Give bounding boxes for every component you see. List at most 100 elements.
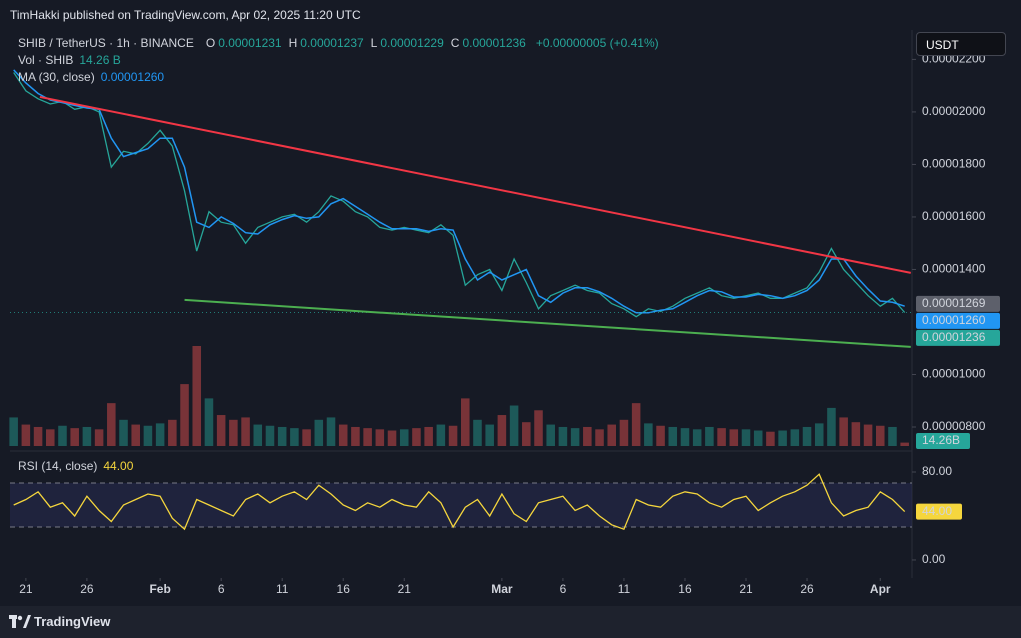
volume-bar [705, 426, 714, 446]
symbol: SHIB / TetherUS · 1h · BINANCE [18, 36, 194, 50]
volume-bar [21, 424, 31, 446]
volume-bar [497, 415, 507, 446]
volume-bar [436, 424, 446, 446]
ohlc-key: C [450, 36, 460, 50]
brand: TradingView [34, 614, 111, 629]
price-tag [916, 312, 1000, 329]
volume-bar [814, 423, 824, 446]
volume-bar [94, 429, 104, 446]
background [0, 0, 1021, 606]
ohlc-key: O [205, 36, 216, 50]
volume-bar [778, 430, 787, 446]
volume-bar [204, 398, 214, 446]
rsi-name: RSI (14, close) [18, 459, 98, 473]
volume-bar [888, 426, 897, 446]
price-tag-label: 0.00001236 [922, 330, 986, 344]
volume-bar [802, 426, 812, 446]
price-line [13, 72, 906, 318]
price-tag [916, 295, 1000, 312]
volume-bar [839, 417, 848, 446]
volume-bar [46, 429, 55, 446]
currency-button[interactable]: USDT [916, 32, 1006, 56]
x-tick-label: 26 [80, 582, 94, 596]
volume-bar [607, 424, 617, 446]
ma-name: MA (30, close) [18, 70, 95, 84]
volume-bar [668, 426, 678, 446]
price-tag [916, 329, 1000, 346]
y-tick-label: 0.00001400 [922, 262, 986, 276]
volume-bar [155, 423, 165, 446]
volume-bar [717, 428, 726, 446]
volume-bar [534, 410, 543, 446]
volume-bar [9, 417, 18, 446]
x-tick-label: 16 [337, 582, 351, 596]
volume-bar [827, 407, 836, 446]
ohlc-key: L [370, 36, 378, 50]
footer: TradingView [0, 606, 1021, 638]
volume-bar [509, 405, 519, 446]
volume-bar [168, 419, 177, 446]
y-tick-label: 0.00001800 [922, 157, 986, 171]
rsi-band [10, 483, 912, 527]
volume-bar [461, 398, 470, 446]
volume-bar [558, 426, 568, 446]
x-tick-label: Feb [149, 582, 170, 596]
volume-bar [399, 429, 409, 446]
y-tick-label: 0.00001600 [922, 209, 986, 223]
volume-legend: Vol · SHIB 14.26 B [18, 53, 121, 67]
volume-tag-label: 14.26B [922, 433, 960, 447]
x-tick-label: 11 [618, 582, 631, 596]
volume-bar [131, 424, 140, 446]
volume-bar [241, 417, 250, 446]
volume-bar [338, 424, 348, 446]
volume-bar [851, 422, 861, 446]
volume-bar [82, 426, 92, 446]
rsi-y-tick-label: 80.00 [922, 464, 952, 478]
volume-bar [229, 419, 238, 446]
y-tick-label: 0.00000800 [922, 419, 986, 433]
symbol-legend: SHIB / TetherUS · 1h · BINANCE O 0.000012… [18, 36, 659, 50]
price-pane [13, 69, 906, 318]
volume-bar [119, 419, 128, 446]
volume-bar [387, 430, 397, 446]
volume-bar [412, 428, 421, 446]
volume-bar [753, 430, 763, 446]
volume-bar [766, 431, 775, 446]
volume-bar [644, 423, 653, 446]
volume-bar [656, 425, 665, 446]
volume-bar [875, 425, 885, 446]
volume-bar [790, 429, 800, 446]
volume-bar [424, 426, 433, 446]
volume-name: Vol · SHIB [18, 53, 74, 67]
volume-bar [619, 419, 629, 446]
volume-bar [33, 426, 43, 446]
rsi-value: 44.00 [103, 459, 134, 473]
rsi-tag [916, 503, 962, 520]
volume-bar [70, 428, 79, 446]
volume-bar [265, 425, 275, 446]
volume-bar [692, 429, 702, 446]
volume-bar [253, 424, 263, 446]
x-tick-label: 6 [218, 582, 225, 596]
volume-bar [583, 426, 592, 446]
trendline [39, 95, 911, 274]
volume-bar [107, 403, 116, 446]
ohlc-value: 0.00001237 [300, 36, 364, 50]
volume-tag [916, 433, 970, 449]
x-tick-label: 26 [800, 582, 814, 596]
volume-bar [485, 424, 494, 446]
volume-bar [314, 419, 324, 446]
volume-bar [375, 429, 385, 446]
volume-bar [192, 346, 202, 446]
volume-bar [680, 428, 690, 446]
volume-bar [570, 428, 580, 446]
volume-bar [631, 403, 641, 446]
volume-bar [302, 429, 311, 446]
change: +0.00000005 (+0.41%) [535, 36, 659, 50]
volume-bar [729, 429, 739, 446]
volume-bar [741, 429, 751, 446]
ohlc-key: H [288, 36, 298, 50]
volume-bar [326, 417, 336, 446]
